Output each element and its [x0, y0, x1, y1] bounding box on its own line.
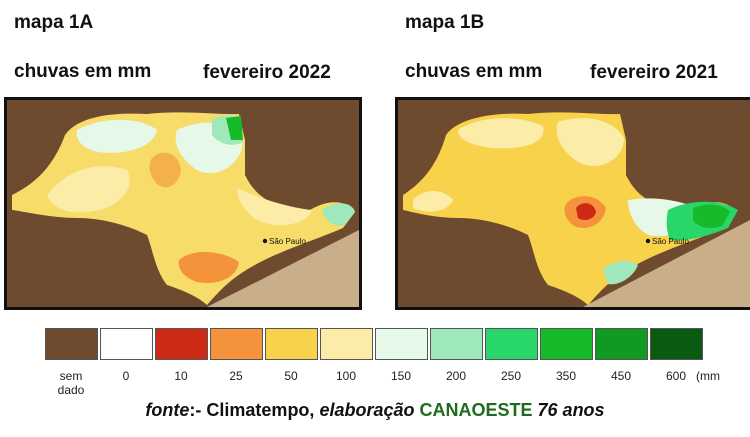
legend-label: 10 [174, 369, 188, 383]
rain-patch-150-north [76, 119, 157, 153]
legend-swatch [375, 328, 428, 360]
rain-patch-100-west [413, 191, 453, 212]
legend-swatch [100, 328, 153, 360]
legend-swatch [595, 328, 648, 360]
map-b-period: fevereiro 2021 [590, 62, 718, 83]
rain-patch-350-coast [693, 204, 730, 228]
legend-label: sem dado [57, 369, 85, 397]
legend-label: 200 [445, 369, 467, 383]
map-b-graphic: São Paulo [403, 112, 750, 307]
legend-label: 450 [610, 369, 632, 383]
map-a-period: fevereiro 2022 [203, 62, 331, 83]
source-brand: CANAOESTE [419, 400, 533, 420]
ocean-area [207, 230, 359, 307]
map-a-title: mapa 1A [14, 12, 94, 33]
legend-unit: (mm [696, 369, 720, 383]
legend-label: 250 [500, 369, 522, 383]
legend-label: 25 [229, 369, 243, 383]
legend-swatch [430, 328, 483, 360]
ocean-area [583, 220, 750, 307]
legend-label: 150 [390, 369, 412, 383]
rain-patch-25-south [178, 251, 239, 284]
legend-label: 50 [284, 369, 298, 383]
rain-patch-100-east [237, 188, 312, 226]
legend-label: 0 [122, 369, 130, 383]
legend-swatch [540, 328, 593, 360]
legend-swatch [155, 328, 208, 360]
map-a-graphic: São Paulo [12, 112, 359, 307]
legend-label: 100 [335, 369, 357, 383]
legend-swatch [320, 328, 373, 360]
legend-swatch [45, 328, 98, 360]
map-a-subtitle: chuvas em mm [14, 61, 152, 82]
city-label: São Paulo [269, 237, 306, 246]
map-b-subtitle: chuvas em mm [405, 61, 543, 82]
rain-patch-10-center [576, 203, 596, 220]
source-line: fonte:- Climatempo, elaboração CANAOESTE… [0, 400, 750, 421]
rain-patch-150-north [458, 118, 544, 149]
state-area [12, 112, 355, 305]
rain-patch-150-coast [322, 203, 355, 226]
legend-label: 350 [555, 369, 577, 383]
city-marker [262, 238, 268, 244]
source-sep: :- Climatempo, [189, 400, 320, 420]
rain-patch-350-ne [226, 116, 243, 140]
city-marker [645, 238, 651, 244]
map-a: São Paulo [4, 97, 362, 310]
legend-swatch [650, 328, 703, 360]
city-label: São Paulo [652, 237, 689, 246]
legend-swatch [265, 328, 318, 360]
source-prefix: fonte [145, 400, 190, 420]
legend [45, 328, 705, 362]
legend-label: 600 [665, 369, 687, 383]
rain-patch-100-northeast [556, 118, 624, 166]
rain-patch-100-west [47, 166, 130, 213]
rain-patch-200-south [603, 260, 638, 285]
map-b-title: mapa 1B [405, 12, 485, 33]
map-b: São Paulo [395, 97, 750, 310]
legend-swatch [210, 328, 263, 360]
source-anniv: 76 anos [537, 400, 605, 420]
source-elab: elaboração [319, 400, 415, 420]
legend-swatch [485, 328, 538, 360]
rain-patch-25-center [149, 152, 181, 188]
